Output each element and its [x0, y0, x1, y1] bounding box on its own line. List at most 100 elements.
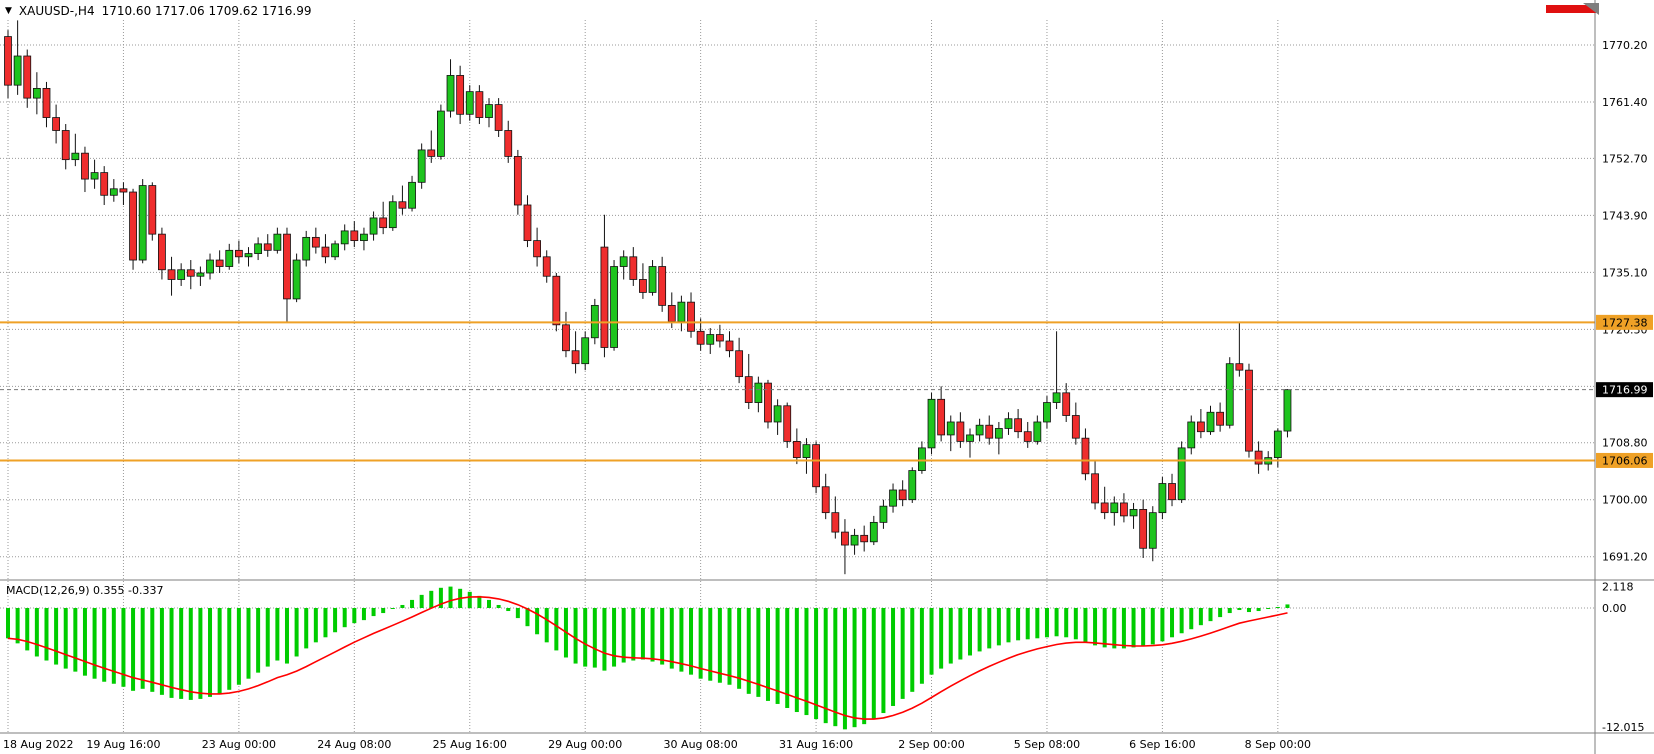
candle-body-down: [321, 246, 330, 258]
macd-histogram-bar: [1256, 608, 1261, 612]
candle-body-down: [504, 130, 513, 157]
macd-histogram-bar: [82, 608, 87, 676]
macd-histogram-bar: [323, 608, 328, 638]
candle-body-up: [369, 217, 378, 235]
macd-histogram-bar: [246, 608, 251, 679]
macd-histogram-bar: [1083, 608, 1088, 643]
macd-histogram-bar: [689, 608, 694, 675]
macd-histogram-bar: [54, 608, 59, 665]
candle-body-up: [1052, 392, 1061, 403]
macd-axis-label: -12.015: [1602, 721, 1644, 734]
candle-body-down: [542, 256, 551, 277]
macd-histogram-bar: [650, 608, 655, 662]
macd-signal-line: [7, 595, 1288, 720]
macd-histogram-bar: [410, 599, 415, 608]
chart-title: ▼ XAUUSD-,H4 1710.60 1717.06 1709.62 171…: [5, 4, 312, 18]
macd-histogram-bar: [1073, 608, 1078, 640]
macd-histogram-bar: [1285, 604, 1290, 608]
macd-histogram-bar: [429, 590, 434, 608]
candle-body-up: [802, 444, 811, 459]
candle-body-up: [273, 233, 282, 251]
candle-body-up: [177, 269, 186, 280]
price-level-badge: [1596, 314, 1653, 330]
current-price-badge-label: 1716.99: [1602, 384, 1648, 397]
macd-histogram-bar: [390, 608, 395, 610]
candle-body-down: [513, 156, 522, 206]
time-axis-label: 18 Aug 2022: [3, 738, 73, 751]
candle-body-up: [706, 334, 715, 345]
candle-body-up: [1129, 509, 1138, 517]
macd-histogram-bar: [698, 608, 703, 679]
macd-histogram-bar: [756, 608, 761, 697]
candle-body-down: [735, 350, 744, 378]
candle-body-down: [812, 444, 820, 488]
macd-histogram-bar: [1044, 608, 1049, 638]
macd-histogram-bar: [140, 608, 145, 689]
macd-histogram-bar: [833, 608, 838, 727]
candle-body-up: [225, 249, 234, 267]
time-axis-label: 31 Aug 16:00: [779, 738, 853, 751]
price-axis-label: 1743.90: [1602, 209, 1648, 222]
macd-histogram-bar: [891, 608, 896, 706]
macd-histogram-bar: [1275, 606, 1280, 608]
symbol-dropdown-icon[interactable]: ▼: [5, 5, 12, 16]
candle-body-up: [1158, 483, 1167, 514]
candle-body-up: [1273, 430, 1282, 459]
ohlc-readout: 1710.60 1717.06 1709.62 1716.99: [101, 4, 312, 18]
macd-histogram-bar: [900, 608, 905, 699]
candle-body-down: [398, 201, 407, 209]
macd-histogram-bar: [25, 608, 30, 651]
time-axis-label: 25 Aug 16:00: [433, 738, 507, 751]
macd-histogram-bar: [275, 608, 280, 661]
macd-histogram-bar: [554, 608, 559, 651]
candle-body-up: [138, 185, 147, 261]
candle-body-down: [764, 382, 772, 423]
candle-body-up: [619, 256, 628, 267]
candle-body-down: [600, 246, 609, 348]
price-axis-label: 1735.10: [1602, 266, 1648, 279]
macd-histogram-bar: [487, 599, 491, 608]
candle-body-down: [696, 330, 705, 345]
candle-body-up: [1004, 418, 1013, 429]
macd-histogram-bar: [304, 608, 309, 649]
candle-body-down: [215, 259, 224, 267]
macd-histogram-bar: [294, 608, 299, 657]
candle-body-down: [23, 55, 32, 99]
price-level-badge-label: 1706.06: [1602, 454, 1648, 467]
candle-body-down: [1120, 502, 1128, 517]
macd-histogram-bar: [1112, 608, 1117, 649]
chart-shift-icon[interactable]: [1583, 3, 1599, 15]
candle-body-down: [1071, 415, 1080, 439]
macd-axis-label: 0.00: [1602, 602, 1627, 615]
candle-body-up: [1225, 363, 1234, 426]
macd-histogram-bar: [6, 608, 10, 639]
candle-body-down: [725, 340, 734, 352]
candle-body-down: [61, 130, 70, 161]
candle-body-down: [667, 304, 676, 322]
candle-body-up: [850, 534, 859, 546]
macd-histogram-bar: [477, 595, 482, 608]
scroll-position-indicator[interactable]: [1546, 5, 1596, 13]
macd-histogram-bar: [400, 604, 405, 608]
candle-body-down: [821, 486, 830, 514]
candle-body-up: [773, 405, 782, 423]
macd-histogram-bar: [919, 608, 924, 684]
candle-body-down: [937, 398, 946, 436]
macd-histogram-bar: [102, 608, 107, 682]
macd-histogram-bar: [737, 608, 742, 689]
macd-histogram-bar: [1198, 608, 1203, 626]
macd-histogram-bar: [515, 608, 520, 619]
macd-histogram-bar: [361, 608, 366, 621]
macd-histogram-bar: [1179, 608, 1184, 634]
candle-body-down: [1062, 392, 1071, 416]
candle-body-down: [379, 217, 388, 229]
price-level-badge: [1596, 452, 1653, 468]
candle-body-up: [1283, 389, 1292, 432]
candle-body-down: [1023, 431, 1032, 442]
candle-body-up: [244, 253, 253, 258]
candle-body-up: [90, 172, 99, 180]
price-axis-label: 1691.20: [1602, 551, 1648, 564]
macd-histogram-bar: [621, 608, 626, 663]
candle-body-up: [340, 230, 349, 245]
